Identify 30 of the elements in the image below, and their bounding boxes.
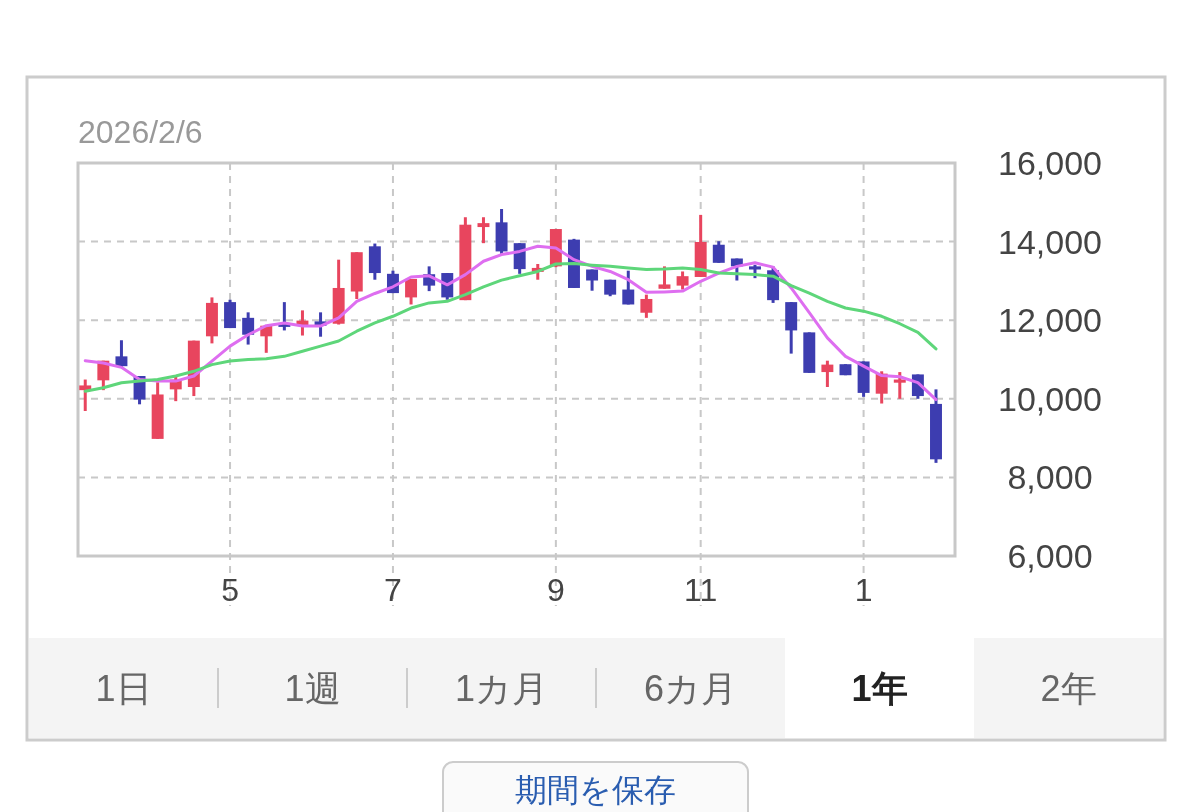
x-tick-label: 1	[854, 572, 873, 608]
text: 期間を保存	[514, 772, 676, 808]
candlestick	[405, 277, 418, 305]
candlestick	[640, 294, 653, 318]
x-tick-label: 7	[384, 572, 402, 608]
text: 1日	[95, 667, 152, 709]
y-tick-label: 12,000	[998, 301, 1102, 340]
candlestick	[821, 360, 834, 388]
x-tick-label: 11	[684, 572, 718, 608]
text: 1週	[284, 667, 341, 709]
candlestick	[477, 217, 490, 245]
candlestick	[622, 270, 635, 305]
text: 1年	[851, 667, 908, 709]
text: 1カ月	[454, 667, 549, 709]
y-tick-label: 8,000	[1007, 458, 1093, 497]
candlestick	[712, 241, 725, 263]
candlestick	[115, 340, 128, 368]
x-tick-label: 9	[546, 572, 565, 608]
candlestick	[79, 379, 92, 411]
text: 2年	[1040, 667, 1097, 709]
y-tick-label: 10,000	[998, 379, 1102, 418]
candlestick	[676, 271, 689, 290]
y-tick-label: 14,000	[998, 222, 1102, 261]
x-tick-label: 5	[221, 572, 239, 608]
line-series	[83, 244, 938, 402]
chart-title: 2026/2/6	[78, 114, 203, 150]
text: 6カ月	[643, 667, 738, 709]
y-tick-label: 6,000	[1007, 537, 1093, 575]
y-tick-label: 16,000	[998, 144, 1102, 182]
candlestick	[658, 266, 671, 289]
